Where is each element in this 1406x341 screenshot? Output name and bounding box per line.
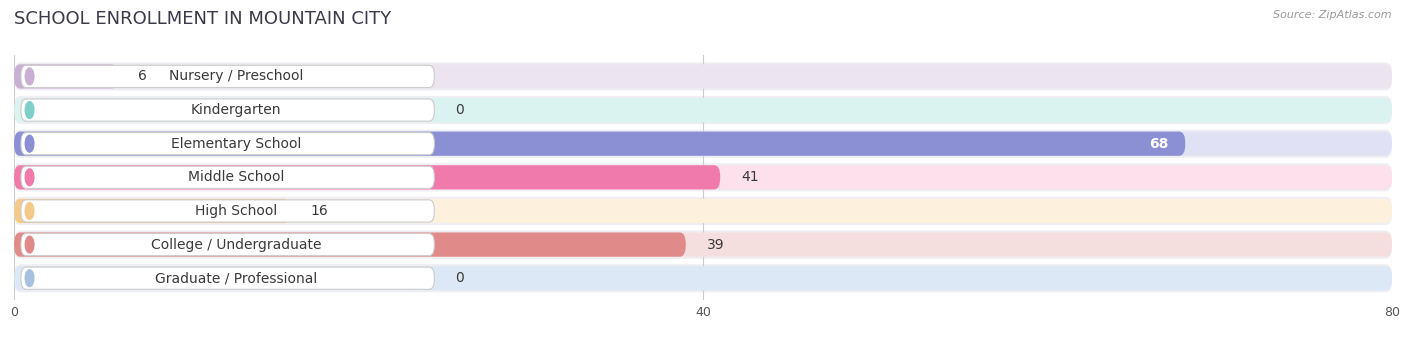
FancyBboxPatch shape bbox=[21, 234, 434, 256]
FancyBboxPatch shape bbox=[21, 267, 434, 289]
FancyBboxPatch shape bbox=[14, 62, 1392, 91]
Text: Middle School: Middle School bbox=[188, 170, 284, 184]
Text: 6: 6 bbox=[138, 70, 148, 84]
FancyBboxPatch shape bbox=[14, 266, 1392, 290]
Circle shape bbox=[25, 102, 34, 118]
Text: Kindergarten: Kindergarten bbox=[191, 103, 281, 117]
FancyBboxPatch shape bbox=[14, 197, 1392, 225]
Text: 0: 0 bbox=[456, 103, 464, 117]
Text: 0: 0 bbox=[456, 271, 464, 285]
Text: 16: 16 bbox=[311, 204, 328, 218]
FancyBboxPatch shape bbox=[14, 163, 1392, 191]
FancyBboxPatch shape bbox=[14, 264, 1392, 292]
Circle shape bbox=[25, 236, 34, 253]
Text: SCHOOL ENROLLMENT IN MOUNTAIN CITY: SCHOOL ENROLLMENT IN MOUNTAIN CITY bbox=[14, 10, 391, 28]
FancyBboxPatch shape bbox=[14, 132, 1392, 156]
FancyBboxPatch shape bbox=[14, 98, 1392, 122]
FancyBboxPatch shape bbox=[14, 231, 1392, 259]
FancyBboxPatch shape bbox=[21, 133, 434, 155]
FancyBboxPatch shape bbox=[14, 199, 1392, 223]
Circle shape bbox=[25, 270, 34, 287]
Circle shape bbox=[25, 68, 34, 85]
Text: High School: High School bbox=[195, 204, 277, 218]
FancyBboxPatch shape bbox=[21, 65, 434, 88]
FancyBboxPatch shape bbox=[14, 165, 720, 190]
FancyBboxPatch shape bbox=[21, 99, 434, 121]
Text: 41: 41 bbox=[741, 170, 758, 184]
FancyBboxPatch shape bbox=[14, 132, 1185, 156]
Circle shape bbox=[25, 169, 34, 186]
FancyBboxPatch shape bbox=[14, 233, 1392, 257]
FancyBboxPatch shape bbox=[14, 130, 1392, 158]
Text: College / Undergraduate: College / Undergraduate bbox=[150, 238, 322, 252]
FancyBboxPatch shape bbox=[21, 200, 434, 222]
Circle shape bbox=[25, 203, 34, 219]
FancyBboxPatch shape bbox=[14, 233, 686, 257]
FancyBboxPatch shape bbox=[14, 165, 1392, 190]
Text: 39: 39 bbox=[706, 238, 724, 252]
FancyBboxPatch shape bbox=[14, 64, 118, 89]
FancyBboxPatch shape bbox=[14, 199, 290, 223]
Text: Nursery / Preschool: Nursery / Preschool bbox=[169, 70, 304, 84]
Text: 68: 68 bbox=[1149, 137, 1168, 151]
FancyBboxPatch shape bbox=[14, 64, 1392, 89]
FancyBboxPatch shape bbox=[21, 166, 434, 189]
FancyBboxPatch shape bbox=[14, 96, 1392, 124]
Text: Source: ZipAtlas.com: Source: ZipAtlas.com bbox=[1274, 10, 1392, 20]
Circle shape bbox=[25, 135, 34, 152]
Text: Elementary School: Elementary School bbox=[172, 137, 301, 151]
Text: Graduate / Professional: Graduate / Professional bbox=[155, 271, 318, 285]
